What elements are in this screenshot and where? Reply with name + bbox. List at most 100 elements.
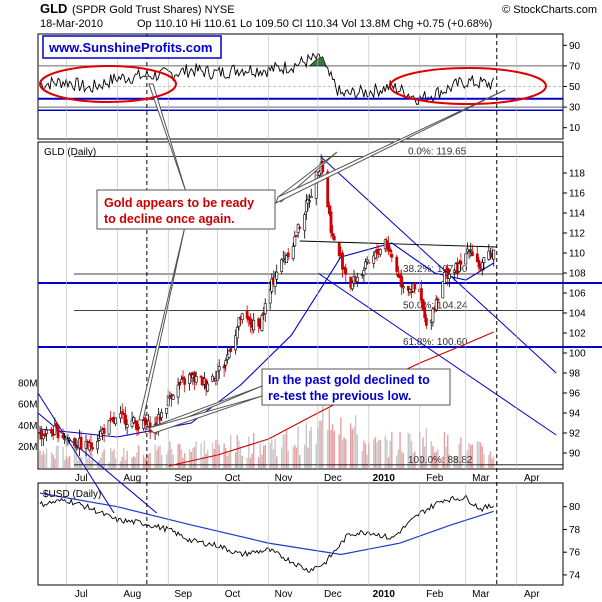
volume-bar [327,430,329,468]
volume-bar [190,451,192,468]
candle-body [378,249,382,255]
candle-body [487,250,491,260]
candle-body [388,248,392,253]
usd-x-tick-label-6: 2010 [373,589,396,600]
volume-bar [44,454,46,468]
candle-body [423,307,427,318]
candle-body [79,436,83,450]
candle-body [249,317,252,325]
candle-body [286,252,290,258]
volume-bar [376,442,378,468]
volume-bar [131,457,133,468]
candle-body [291,246,295,259]
early-downtrend-line-2 [37,392,115,514]
candle-body [304,200,308,213]
candle-body [387,243,390,251]
volume-tick-label-80M: 80M [18,379,37,390]
candle-body [130,419,134,427]
price-tick-label-100: 100 [569,349,586,360]
volume-bar [489,451,492,468]
candle-body [413,282,417,290]
candle-body [344,268,348,275]
usd-x-tick-label-3: Oct [225,589,241,600]
candle-body [349,276,353,288]
candle-body [270,278,274,292]
candle-body [400,276,404,288]
volume-bar [476,441,479,468]
volume-bar [253,432,255,468]
candle-body [303,214,307,231]
volume-bar [90,460,92,468]
volume-bar [338,434,340,468]
volume-bar [124,459,127,468]
candle-body [420,288,423,301]
volume-bar [276,456,278,468]
usd-panel [39,492,494,573]
candle-body [120,411,124,413]
volume-tick-label-20M: 20M [18,442,37,453]
candle-body [235,326,239,339]
volume-bar [183,452,186,468]
volume-bar [455,456,457,468]
candle-body [257,318,261,327]
candle-body [482,257,486,263]
volume-bar [384,435,386,468]
candle-body [436,298,440,301]
candle-body [109,417,113,420]
volume-bar [257,457,260,468]
price-tick-label-118: 118 [569,169,585,180]
volume-bar [223,443,225,468]
volume-bar [85,453,87,468]
candle-body [469,249,473,252]
volume-bar [414,451,416,468]
volume-bar [123,447,125,468]
candle-body [459,260,463,265]
volume-bar [412,453,414,468]
volume-bar [343,437,345,468]
price-tick-label-108: 108 [569,269,586,280]
rsi-line [39,52,495,106]
volume-bar [330,430,332,468]
candle-body [73,438,76,447]
price-tick-label-94: 94 [569,409,581,420]
candle-body [158,416,162,421]
volume-bar [205,453,207,468]
price-tick-label-90: 90 [569,449,581,460]
candle-body [56,424,60,439]
volume-bar [307,447,309,468]
volume-bar [363,440,365,468]
volume-bar [192,448,194,468]
volume-bar [391,431,393,468]
volume-bar [134,457,137,468]
volume-bar [420,455,423,468]
volume-bar [160,454,163,468]
volume-bar [479,442,482,468]
candle-body [337,242,341,257]
volume-bar [322,404,324,468]
candle-body [466,248,469,253]
volume-bar [68,455,71,468]
volume-bar [445,446,447,468]
volume-bar [305,422,308,468]
rsi-tick-label-10: 10 [569,123,581,134]
candle-body [298,227,302,229]
candle-body [364,261,367,269]
volume-bar [470,444,472,468]
callout-2-line-1: In the past gold declined to [268,373,430,387]
candle-body [395,256,399,272]
volume-bar [425,428,428,468]
volume-bar [213,449,215,468]
volume-bar [193,446,196,468]
volume-bar [294,445,296,468]
price-tick-label-104: 104 [569,309,586,320]
volume-bar [471,444,474,468]
volume-bar [149,452,151,468]
volume-bar [111,451,114,468]
price-tick-label-116: 116 [569,189,585,200]
candle-body [447,273,451,279]
volume-bar [345,439,347,468]
candle-body [227,350,231,358]
candle-body [268,289,272,304]
candle-body [199,375,203,378]
volume-bar [448,453,451,468]
